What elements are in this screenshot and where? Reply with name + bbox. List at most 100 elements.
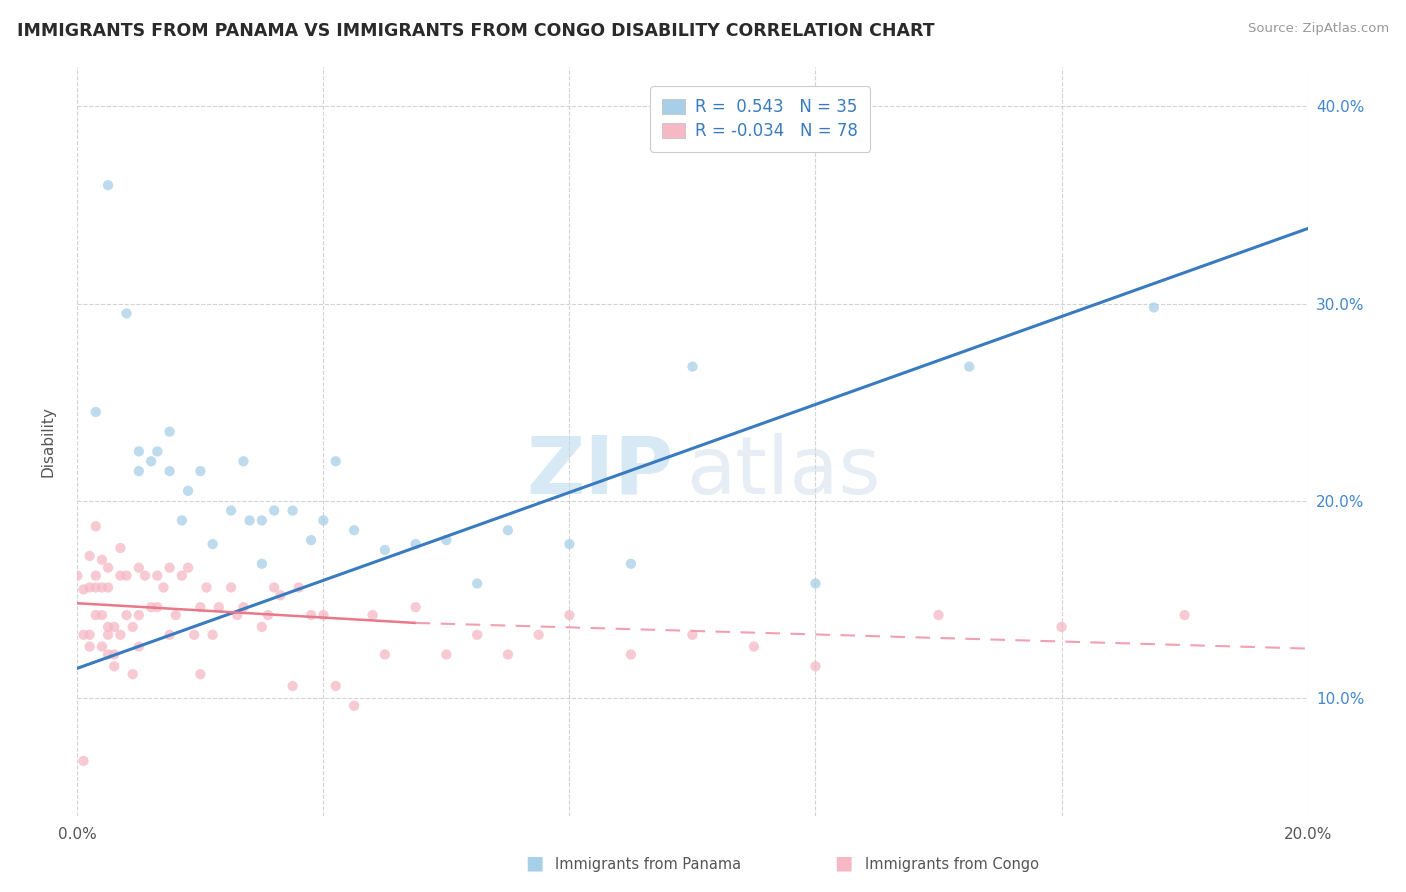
Point — [250, 620, 273, 634]
Point — [219, 503, 242, 517]
Point — [250, 557, 273, 571]
Text: ZIP: ZIP — [527, 433, 673, 510]
Point — [188, 600, 212, 615]
Point — [299, 533, 322, 548]
Point — [219, 581, 242, 595]
Point — [558, 537, 581, 551]
Point — [620, 648, 643, 662]
Point — [201, 537, 224, 551]
Point — [128, 444, 150, 458]
Point — [1174, 608, 1197, 623]
Point — [84, 608, 107, 623]
Text: Source: ZipAtlas.com: Source: ZipAtlas.com — [1249, 22, 1389, 36]
Point — [405, 600, 427, 615]
Point — [374, 648, 396, 662]
Point — [110, 541, 132, 555]
Point — [195, 581, 218, 595]
Point — [928, 608, 950, 623]
Text: IMMIGRANTS FROM PANAMA VS IMMIGRANTS FROM CONGO DISABILITY CORRELATION CHART: IMMIGRANTS FROM PANAMA VS IMMIGRANTS FRO… — [17, 22, 935, 40]
Point — [257, 608, 280, 623]
Point — [325, 679, 347, 693]
Point — [496, 648, 519, 662]
Point — [1050, 620, 1073, 634]
Point — [682, 628, 704, 642]
Point — [97, 560, 120, 574]
Point — [250, 513, 273, 527]
Point — [288, 581, 311, 595]
Point — [361, 608, 384, 623]
Point — [343, 523, 366, 537]
Point — [146, 568, 169, 582]
Point — [97, 178, 120, 193]
Point — [152, 581, 174, 595]
Point — [72, 754, 94, 768]
Point — [188, 667, 212, 681]
Point — [141, 454, 163, 468]
Point — [804, 659, 827, 673]
Point — [263, 581, 285, 595]
Point — [128, 560, 150, 574]
Point — [110, 628, 132, 642]
Text: ■: ■ — [524, 854, 544, 872]
Point — [90, 640, 114, 654]
Point — [115, 608, 138, 623]
Point — [170, 513, 193, 527]
Text: Immigrants from Panama: Immigrants from Panama — [555, 857, 741, 872]
Point — [188, 464, 212, 478]
Point — [232, 600, 254, 615]
Point — [465, 576, 488, 591]
Point — [103, 659, 125, 673]
Point — [299, 608, 322, 623]
Point — [682, 359, 704, 374]
Point — [84, 568, 107, 582]
Point — [97, 620, 120, 634]
Point — [121, 620, 143, 634]
Point — [159, 560, 181, 574]
Text: ■: ■ — [834, 854, 853, 872]
Point — [72, 628, 94, 642]
Y-axis label: Disability: Disability — [41, 406, 55, 477]
Point — [804, 576, 827, 591]
Point — [84, 405, 107, 419]
Point — [312, 608, 335, 623]
Point — [103, 620, 125, 634]
Point — [269, 588, 291, 602]
Point — [84, 519, 107, 533]
Point — [465, 628, 488, 642]
Point — [103, 648, 125, 662]
Point — [84, 581, 107, 595]
Point — [79, 549, 101, 563]
Point — [263, 503, 285, 517]
Point — [183, 628, 205, 642]
Point — [128, 464, 150, 478]
Point — [496, 523, 519, 537]
Point — [177, 483, 200, 498]
Point — [374, 543, 396, 558]
Point — [90, 608, 114, 623]
Point — [159, 628, 181, 642]
Point — [97, 628, 120, 642]
Point — [90, 581, 114, 595]
Point — [957, 359, 980, 374]
Point — [1143, 301, 1166, 315]
Point — [97, 648, 120, 662]
Point — [115, 306, 138, 320]
Point — [79, 581, 101, 595]
Point — [177, 560, 200, 574]
Point — [558, 608, 581, 623]
Point — [239, 513, 262, 527]
Point — [79, 628, 101, 642]
Point — [66, 568, 89, 582]
Point — [527, 628, 550, 642]
Point — [128, 640, 150, 654]
Point — [159, 425, 181, 439]
Point — [436, 648, 458, 662]
Point — [281, 503, 304, 517]
Point — [312, 513, 335, 527]
Point — [165, 608, 187, 623]
Point — [436, 533, 458, 548]
Point — [226, 608, 249, 623]
Text: atlas: atlas — [686, 433, 880, 510]
Point — [79, 640, 101, 654]
Point — [121, 667, 143, 681]
